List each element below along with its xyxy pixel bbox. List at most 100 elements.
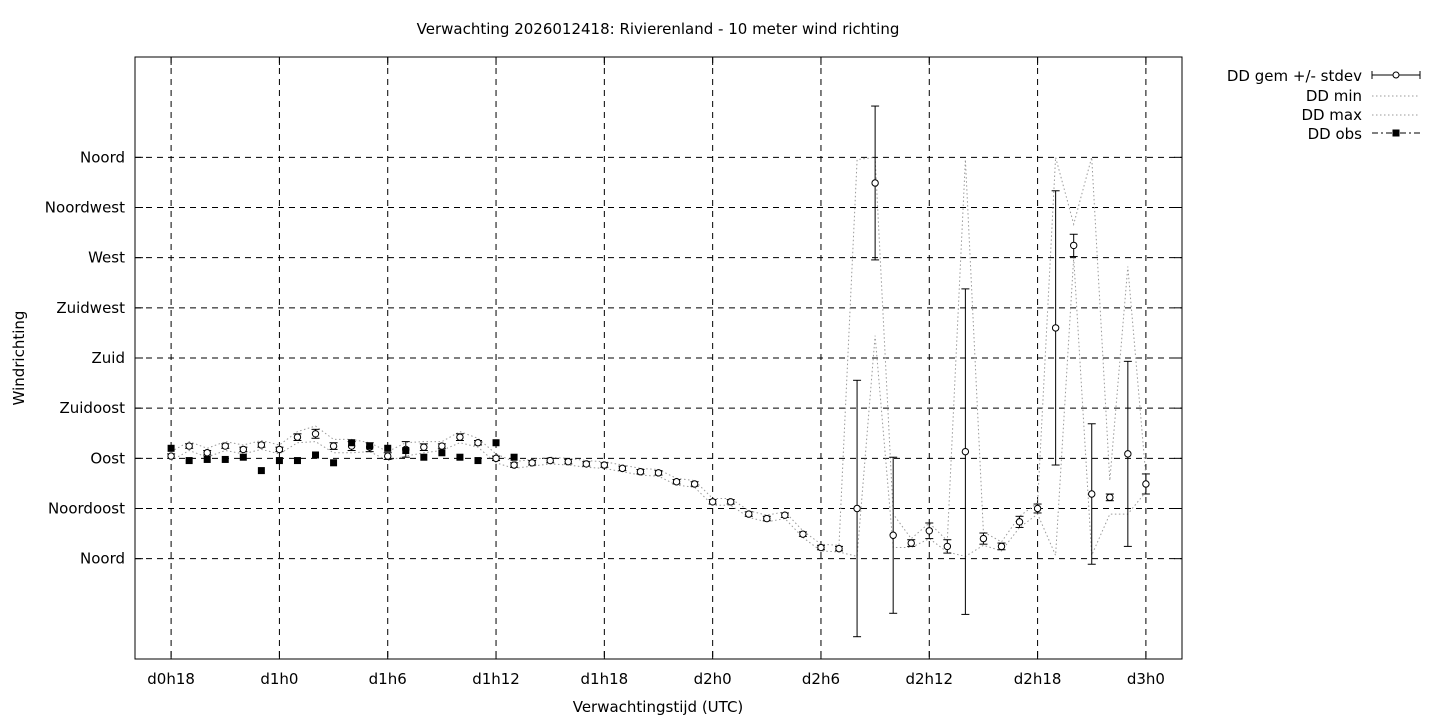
dd-gem-point (510, 461, 518, 469)
dd-obs-point (348, 439, 356, 447)
dd-gem-point (853, 504, 861, 513)
dd-gem-point (546, 456, 554, 465)
dd-gem-point (672, 478, 681, 486)
dd-min-line (170, 257, 1147, 558)
dd-obs-point (492, 439, 500, 447)
dd-obs-point (474, 457, 482, 465)
dd-gem-point (1106, 493, 1114, 502)
dd-gem-point (817, 543, 825, 552)
dd-obs-point (275, 457, 283, 465)
x-tick-label: d2h12 (905, 670, 953, 688)
x-tick-label: d1h6 (369, 670, 407, 688)
dd-gem-point (167, 452, 175, 460)
dd-gem-point (961, 447, 970, 456)
x-tick-label: d1h0 (260, 670, 298, 688)
dd-gem-point (925, 527, 933, 535)
dd-gem-point (745, 510, 753, 518)
dd-obs-point (420, 453, 428, 461)
dd-gem-point (636, 468, 645, 476)
legend-label: DD obs (1308, 125, 1363, 143)
y-tick-label: Oost (90, 449, 125, 467)
series-layer (167, 105, 1150, 638)
dd-obs-point (438, 449, 446, 457)
x-tick-label: d0h18 (147, 670, 195, 688)
x-axis-label: Verwachtingstijd (UTC) (573, 698, 744, 716)
dd-obs-point (203, 455, 211, 463)
chart-title: Verwachting 2026012418: Rivierenland - 1… (417, 20, 900, 38)
dd-obs-point (510, 453, 518, 461)
dd-gem-point (329, 442, 338, 450)
y-tick-label: Noord (80, 550, 125, 568)
y-tick-label: Noord (80, 148, 125, 166)
legend-swatch-marker (1392, 129, 1400, 137)
dd-gem-point (1051, 324, 1060, 332)
y-tick-label: West (88, 249, 125, 267)
dd-gem-point (654, 469, 663, 477)
dd-gem-point (275, 445, 284, 454)
dd-gem-point (239, 445, 248, 454)
dd-gem-point (257, 441, 266, 449)
legend-swatch-marker (1392, 71, 1400, 79)
dd-gem-point (420, 443, 428, 451)
dd-max-line (170, 156, 1147, 546)
dd-gem-point (492, 454, 500, 463)
dd-gem-point (564, 457, 572, 466)
dd-obs-point (257, 467, 265, 475)
dd-gem-point (708, 498, 717, 506)
dd-gem-point (763, 514, 771, 523)
dd-gem-point (221, 442, 229, 450)
dd-gem-point (835, 544, 843, 553)
dd-gem-point (907, 539, 915, 547)
grid-lines (135, 57, 1182, 659)
x-tick-label: d2h6 (802, 670, 840, 688)
legend-label: DD gem +/- stdev (1227, 67, 1362, 85)
x-tick-label: d2h0 (694, 670, 732, 688)
y-tick-label: Zuid (92, 349, 125, 367)
x-tick-label: d1h12 (472, 670, 520, 688)
dd-gem-point (943, 542, 952, 551)
dd-gem-point (727, 498, 735, 506)
x-tick-label: d1h18 (581, 670, 629, 688)
dd-obs-point (366, 442, 374, 450)
y-axis-label: Windrichting (10, 311, 28, 406)
dd-gem-point (600, 461, 609, 469)
dd-gem-point (384, 452, 392, 460)
dd-gem-point (528, 459, 536, 467)
axis-ticks: d0h18 d1h0 d1h6 d1h12 d1h18 d2h0 d2h6 d2h12 d2h1… (45, 57, 1182, 688)
dd-gem-point (1142, 480, 1150, 488)
dd-gem-point (889, 531, 897, 539)
dd-gem-point (1069, 241, 1078, 250)
dd-gem-point (618, 464, 627, 473)
dd-gem-point (582, 460, 590, 468)
dd-obs-point (239, 453, 247, 461)
dd-gem-point (997, 542, 1006, 551)
dd-obs-point (384, 444, 392, 452)
dd-gem-point (203, 449, 211, 457)
dd-gem-point (456, 433, 464, 441)
dd-obs-point (185, 457, 193, 465)
y-tick-label: Noordwest (45, 199, 125, 217)
dd-obs-point (456, 453, 464, 461)
y-tick-label: Noordoost (48, 500, 125, 518)
dd-gem-point (1088, 490, 1096, 498)
x-tick-label: d2h18 (1014, 670, 1062, 688)
dd-obs-point (293, 457, 301, 465)
dd-gem-point (979, 534, 988, 543)
legend-label: DD max (1301, 106, 1362, 124)
dd-obs-point (312, 451, 320, 459)
dd-gem-point (690, 480, 699, 488)
y-tick-label: Zuidwest (56, 299, 125, 317)
dd-obs-point (402, 447, 410, 455)
dd-gem-point (474, 439, 482, 447)
legend-label: DD min (1306, 87, 1362, 105)
dd-gem-point (1015, 518, 1024, 526)
dd-obs-point (167, 444, 175, 452)
dd-gem-point (1033, 504, 1042, 513)
dd-gem-point (293, 433, 302, 441)
dd-gem-point (781, 511, 789, 519)
dd-gem-point (311, 430, 320, 438)
dd-gem-point (871, 179, 879, 187)
dd-obs-point (221, 455, 229, 463)
